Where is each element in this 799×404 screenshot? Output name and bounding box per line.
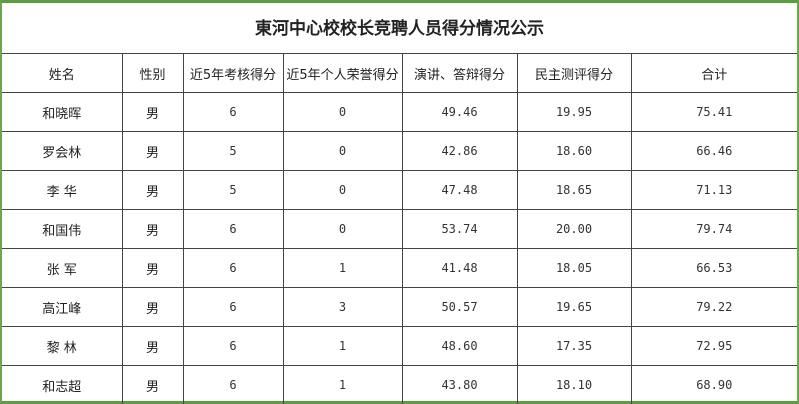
column-header-gender: 性别 xyxy=(121,54,184,93)
cell-name: 和晓晖 xyxy=(2,92,123,132)
cell-evaluation-score: 20.00 xyxy=(516,209,632,249)
table-row: 和国伟男 6 0 53.74 20.00 79.74 xyxy=(2,209,797,249)
cell-gender: 男 xyxy=(121,326,184,366)
cell-name: 李 华 xyxy=(2,170,123,210)
cell-evaluation-score: 18.65 xyxy=(516,170,632,210)
cell-name: 张 军 xyxy=(2,248,123,288)
column-header-speech-score: 演讲、答辩得分 xyxy=(401,54,518,93)
cell-assessment-score: 6 xyxy=(182,209,284,249)
cell-name: 高江峰 xyxy=(2,287,123,327)
table-row: 和晓晖男 6 0 49.46 19.95 75.41 xyxy=(2,92,797,132)
cell-assessment-score: 6 xyxy=(182,365,284,404)
cell-honor-score: 0 xyxy=(282,92,403,132)
cell-evaluation-score: 18.05 xyxy=(516,248,632,288)
cell-total: 79.22 xyxy=(630,287,797,327)
column-header-assessment-score: 近5年考核得分 xyxy=(182,54,284,93)
cell-speech-score: 47.48 xyxy=(401,170,518,210)
cell-honor-score: 0 xyxy=(282,131,403,171)
cell-honor-score: 0 xyxy=(282,170,403,210)
cell-assessment-score: 5 xyxy=(182,170,284,210)
cell-evaluation-score: 17.35 xyxy=(516,326,632,366)
cell-evaluation-score: 19.95 xyxy=(516,92,632,132)
cell-speech-score: 41.48 xyxy=(401,248,518,288)
cell-assessment-score: 6 xyxy=(182,92,284,132)
cell-evaluation-score: 19.65 xyxy=(516,287,632,327)
cell-assessment-score: 5 xyxy=(182,131,284,171)
cell-gender: 男 xyxy=(121,92,184,132)
header-row: 姓名 性别 近5年考核得分 近5年个人荣誉得分 演讲、答辩得分 民主测评得分 合计 xyxy=(2,54,797,93)
table-row: 罗会林男 5 0 42.86 18.60 66.46 xyxy=(2,131,797,171)
cell-evaluation-score: 18.60 xyxy=(516,131,632,171)
cell-gender: 男 xyxy=(121,365,184,404)
cell-total: 66.53 xyxy=(630,248,797,288)
cell-gender: 男 xyxy=(121,131,184,171)
cell-speech-score: 50.57 xyxy=(401,287,518,327)
cell-assessment-score: 6 xyxy=(182,248,284,288)
cell-total: 72.95 xyxy=(630,326,797,366)
column-header-honor-score: 近5年个人荣誉得分 xyxy=(282,54,403,93)
score-table: 姓名 性别 近5年考核得分 近5年个人荣誉得分 演讲、答辩得分 民主测评得分 合计 和晓晖男… xyxy=(2,54,797,404)
column-header-total: 合计 xyxy=(630,54,797,93)
table-row: 李 华男 5 0 47.48 18.65 71.13 xyxy=(2,170,797,210)
table-row: 张 军男 6 1 41.48 18.05 66.53 xyxy=(2,248,797,288)
cell-speech-score: 53.74 xyxy=(401,209,518,249)
cell-speech-score: 43.80 xyxy=(401,365,518,404)
cell-gender: 男 xyxy=(121,248,184,288)
cell-gender: 男 xyxy=(121,170,184,210)
table-row: 高江峰男 6 3 50.57 19.65 79.22 xyxy=(2,287,797,327)
column-header-name: 姓名 xyxy=(2,54,123,93)
cell-name: 黎 林 xyxy=(2,326,123,366)
cell-assessment-score: 6 xyxy=(182,326,284,366)
cell-gender: 男 xyxy=(121,209,184,249)
cell-total: 71.13 xyxy=(630,170,797,210)
cell-speech-score: 49.46 xyxy=(401,92,518,132)
cell-total: 68.90 xyxy=(630,365,797,404)
cell-gender: 男 xyxy=(121,287,184,327)
cell-total: 79.74 xyxy=(630,209,797,249)
cell-evaluation-score: 18.10 xyxy=(516,365,632,404)
cell-name: 和国伟 xyxy=(2,209,123,249)
cell-assessment-score: 6 xyxy=(182,287,284,327)
cell-speech-score: 48.60 xyxy=(401,326,518,366)
cell-total: 75.41 xyxy=(630,92,797,132)
column-header-evaluation-score: 民主测评得分 xyxy=(516,54,632,93)
table-title: 東河中心校校长竞聘人员得分情况公示 xyxy=(2,3,797,54)
cell-name: 和志超 xyxy=(2,365,123,404)
table-row: 黎 林男 6 1 48.60 17.35 72.95 xyxy=(2,326,797,366)
cell-honor-score: 1 xyxy=(282,326,403,366)
cell-honor-score: 3 xyxy=(282,287,403,327)
cell-speech-score: 42.86 xyxy=(401,131,518,171)
cell-honor-score: 0 xyxy=(282,209,403,249)
cell-name: 罗会林 xyxy=(2,131,123,171)
table-row: 和志超男 6 1 43.80 18.10 68.90 xyxy=(2,365,797,404)
cell-total: 66.46 xyxy=(630,131,797,171)
cell-honor-score: 1 xyxy=(282,365,403,404)
cell-honor-score: 1 xyxy=(282,248,403,288)
